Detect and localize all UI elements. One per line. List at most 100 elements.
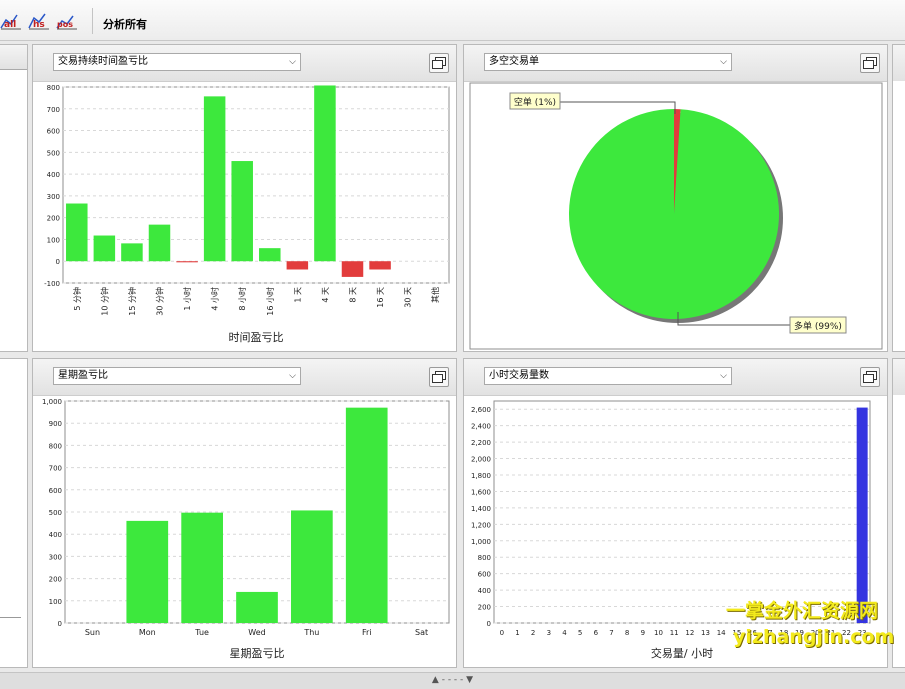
x-tick-label: 30 分钟 <box>155 287 165 316</box>
x-tick-label: 15 <box>732 629 741 637</box>
x-tick-label: Sat <box>415 628 428 637</box>
y-tick-label: 1,000 <box>42 398 62 406</box>
bar <box>66 203 88 262</box>
x-axis-label: 时间盈亏比 <box>229 331 284 344</box>
x-tick-label: 30 天 <box>404 287 413 308</box>
select-value: 小时交易量数 <box>489 370 549 381</box>
svg-text:pos: pos <box>57 20 73 29</box>
y-tick-label: 1,400 <box>471 505 491 513</box>
chevron-down-icon: ⌵ <box>720 57 727 67</box>
y-tick-label: 800 <box>47 84 60 92</box>
x-tick-label: 5 分钟 <box>72 287 82 311</box>
pos-icon[interactable]: pos <box>56 12 78 30</box>
x-tick-label: 1 小时 <box>182 287 192 311</box>
longshort-chart-select[interactable]: 多空交易单 ⌵ <box>484 53 732 71</box>
x-tick-label: 15 分钟 <box>127 287 137 316</box>
x-tick-label: 1 天 <box>293 287 302 303</box>
x-tick-label: 1 <box>515 629 519 637</box>
x-tick-label: 0 <box>500 629 504 637</box>
duration-chart-select[interactable]: 交易持续时间盈亏比 ⌵ <box>53 53 301 71</box>
pnl-icon[interactable]: all <box>0 12 22 30</box>
bar <box>203 96 226 262</box>
x-tick-label: 16 天 <box>376 287 385 308</box>
x-tick-label: 4 小时 <box>210 287 220 311</box>
x-tick-label: 10 分钟 <box>99 287 109 316</box>
maximize-button[interactable] <box>429 53 449 73</box>
weekday-chart: 1,000 900 800 700 600 500 400 300 200 100 0 Sun Mon T… <box>42 398 450 660</box>
y-tick-label: 800 <box>478 554 491 562</box>
pie-slice <box>569 109 779 319</box>
x-tick-label: 其他 <box>430 287 440 303</box>
bar <box>121 243 143 262</box>
hourly-chart-select[interactable]: 小时交易量数 ⌵ <box>484 367 732 385</box>
select-value: 星期盈亏比 <box>58 370 108 381</box>
toolbar-separator <box>92 8 93 34</box>
maximize-button[interactable] <box>429 367 449 387</box>
bar <box>231 161 253 262</box>
y-tick-label: 1,000 <box>471 538 491 546</box>
x-tick-label: 5 <box>578 629 582 637</box>
svg-text:all: all <box>4 20 16 30</box>
x-tick-label: 4 天 <box>321 287 330 303</box>
y-tick-label: 200 <box>478 604 491 612</box>
maximize-button[interactable] <box>860 53 880 73</box>
weekday-chart-select[interactable]: 星期盈亏比 ⌵ <box>53 367 301 385</box>
x-tick-label: 19 <box>795 629 804 637</box>
label-box <box>509 92 561 110</box>
bar <box>341 261 364 277</box>
y-tick-label: 0 <box>56 258 60 266</box>
toolbar: all hs pos 分析所有 <box>0 0 905 41</box>
x-tick-label: 4 <box>562 629 567 637</box>
toolbar-title: 分析所有 <box>103 18 147 31</box>
x-tick-label: 8 <box>625 629 629 637</box>
panel-header: 小时交易量数 ⌵ <box>464 359 887 396</box>
ratio-icon[interactable]: hs <box>28 12 50 30</box>
y-tick-label: 0 <box>487 620 491 628</box>
window-icon-back <box>432 374 443 383</box>
x-tick-label: Sun <box>85 628 100 637</box>
bar <box>148 224 171 262</box>
y-tick-label: 500 <box>49 509 62 517</box>
x-tick-label: 23 <box>858 629 867 637</box>
y-tick-label: 100 <box>49 598 62 606</box>
y-tick-label: 900 <box>49 420 62 428</box>
bar <box>181 512 223 623</box>
longshort-panel: 多空交易单 ⌵ 空单 (1%) 多单 (99%) <box>463 44 888 352</box>
x-tick-label: 18 <box>779 629 788 637</box>
x-tick-label: 14 <box>717 629 726 637</box>
bar <box>176 261 198 263</box>
x-tick-label: 21 <box>826 629 835 637</box>
x-axis-label: 星期盈亏比 <box>230 647 285 660</box>
x-tick-label: Mon <box>139 628 156 637</box>
pie-label-short: 空单 (1%) <box>514 96 556 108</box>
x-tick-label: 17 <box>764 629 773 637</box>
y-tick-label: 100 <box>47 236 60 244</box>
bar <box>286 261 309 270</box>
x-tick-label: Fri <box>362 628 372 637</box>
x-tick-label: 6 <box>594 629 599 637</box>
bar <box>291 510 333 623</box>
chevron-down-icon: ⌵ <box>289 57 296 67</box>
longshort-pie-chart: 空单 (1%) 多单 (99%) <box>469 82 883 350</box>
y-tick-label: 2,200 <box>471 439 491 447</box>
splitter-handle[interactable]: ▲ - - - - ▼ <box>0 672 905 689</box>
x-tick-label: Tue <box>194 628 209 637</box>
y-tick-label: 400 <box>47 171 60 179</box>
y-tick-label: 0 <box>58 620 62 628</box>
x-tick-label: 10 <box>654 629 663 637</box>
maximize-button[interactable] <box>860 367 880 387</box>
y-tick-label: 800 <box>49 442 62 450</box>
x-tick-label: 16 <box>748 629 757 637</box>
y-tick-label: 700 <box>49 465 62 473</box>
left-panel-bottom <box>0 358 28 668</box>
y-tick-label: 300 <box>47 193 60 201</box>
duration-panel: 交易持续时间盈亏比 ⌵ 800 700 600 500 400 300 200 100 0 -10… <box>32 44 457 352</box>
window-icon-back <box>863 374 874 383</box>
duration-chart: 800 700 600 500 400 300 200 100 0 -100 5 分钟 10 分钟 15… <box>44 84 450 344</box>
bar <box>236 591 278 623</box>
y-tick-label: 2,000 <box>471 456 491 464</box>
select-value: 多空交易单 <box>489 56 539 67</box>
chevron-down-icon: ⌵ <box>720 371 727 381</box>
bar <box>259 248 281 262</box>
weekday-panel: 星期盈亏比 ⌵ 1,000 900 800 700 600 500 400 300 200 100… <box>32 358 457 668</box>
